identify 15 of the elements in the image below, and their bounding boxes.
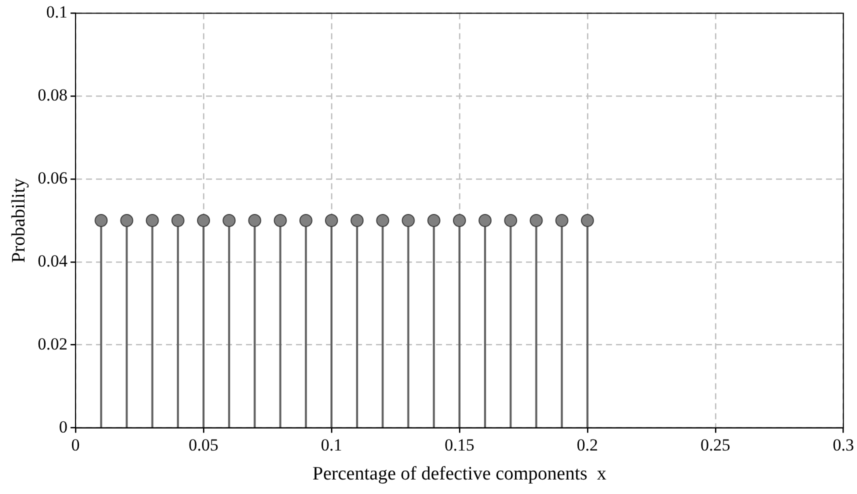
- y-axis-title: Probability: [8, 178, 30, 263]
- x-axis-title: Percentage of defective components x: [312, 464, 607, 485]
- x-tick-label: 0.25: [700, 435, 730, 454]
- x-tick-label: 0.1: [320, 435, 342, 454]
- y-tick-label: 0.1: [46, 2, 68, 22]
- y-tick-label: 0.06: [38, 168, 68, 188]
- y-tick-label: 0.04: [38, 251, 68, 270]
- x-tick-label: 0.2: [576, 435, 598, 454]
- x-tick-label: 0: [71, 435, 80, 454]
- x-tick-label: 0.15: [444, 435, 474, 454]
- x-tick-label: 0.05: [188, 435, 218, 454]
- x-tick-label: 0.3: [832, 435, 854, 454]
- y-tick-label: 0.08: [38, 86, 68, 105]
- y-tick-label: 0: [59, 417, 68, 436]
- y-tick-label: 0.02: [38, 334, 68, 354]
